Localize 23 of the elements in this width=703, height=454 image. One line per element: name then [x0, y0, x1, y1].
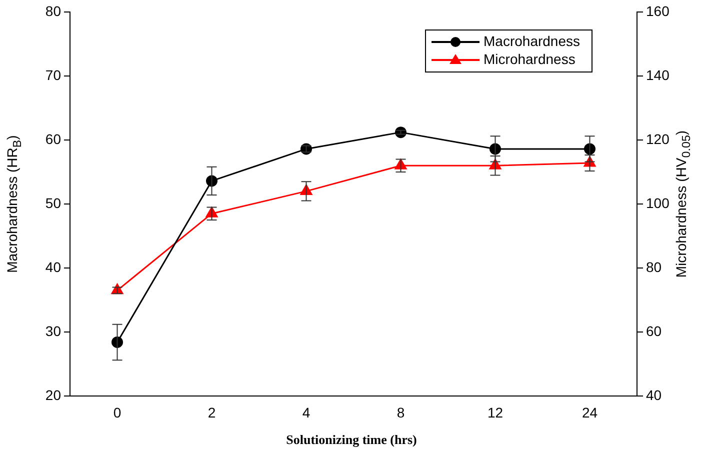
x-tick-label: 24 — [582, 404, 598, 420]
y2-tick-label: 140 — [646, 66, 670, 83]
y-tick-label: 30 — [45, 322, 62, 339]
y-tick-label: 70 — [45, 66, 62, 83]
legend-label: Macrohardness — [484, 32, 580, 49]
y2-tick-label: 80 — [646, 258, 662, 275]
y2-tick-label: 60 — [646, 322, 662, 339]
x-tick-label: 8 — [396, 404, 405, 420]
y-tick-label: 20 — [45, 386, 62, 403]
y-tick-label: 80 — [45, 2, 62, 19]
x-tick-label: 0 — [113, 404, 122, 420]
y2-tick-label: 160 — [646, 2, 670, 19]
y2-tick-label: 40 — [646, 386, 662, 403]
x-axis-title: Solutionizing time (hrs) — [285, 432, 418, 448]
x-tick-label: 2 — [208, 404, 216, 420]
x-tick-label: 12 — [487, 404, 504, 420]
x-tick-label: 4 — [302, 404, 310, 420]
y2-tick-label: 120 — [646, 130, 670, 147]
y-tick-label: 40 — [45, 258, 62, 275]
y-tick-label: 60 — [45, 130, 62, 147]
y2-tick-label: 100 — [646, 194, 670, 211]
legend-label: Microhardness — [484, 50, 576, 67]
y-tick-label: 50 — [45, 194, 62, 211]
